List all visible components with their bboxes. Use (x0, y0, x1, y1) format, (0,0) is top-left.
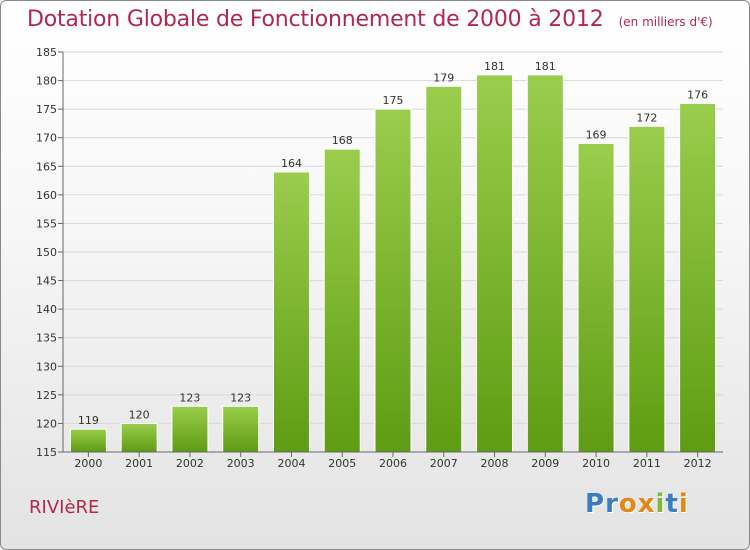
bar-value-label: 123 (179, 391, 200, 404)
x-tick-label: 2010 (582, 457, 610, 470)
y-tick-label: 180 (36, 75, 57, 88)
logo-letter: x (637, 489, 656, 519)
chart-title-text: Dotation Globale de Fonctionnement de 20… (27, 7, 604, 32)
y-tick-label: 165 (36, 160, 57, 173)
x-tick-label: 2003 (227, 457, 255, 470)
bar-value-label: 172 (636, 111, 657, 124)
bar (222, 405, 260, 453)
logo-letter: i (678, 489, 689, 519)
y-tick-label: 140 (36, 303, 57, 316)
x-tick-label: 2006 (379, 457, 407, 470)
x-axis: 2000 2001 2002 2003 2004 2005 2006 2007 2008 2009… (63, 451, 723, 470)
bar (628, 125, 666, 453)
bar (120, 422, 158, 453)
y-axis: 115 120 125 130 135 140 145 150 155 160 165 170 175 1… (36, 46, 64, 459)
bar-value-label: 169 (586, 128, 607, 141)
y-tick-label: 185 (36, 46, 57, 59)
y-tick-label: 170 (36, 132, 57, 145)
bar (323, 148, 361, 453)
x-tick-label: 2005 (328, 457, 356, 470)
bar (171, 405, 209, 453)
logo-letter: t (665, 489, 679, 519)
bar (577, 142, 615, 453)
bar-value-label: 123 (230, 391, 251, 404)
bar-value-label: 175 (383, 94, 404, 107)
bar-value-label: 181 (484, 60, 505, 73)
y-tick-label: 145 (36, 275, 57, 288)
bar-value-label: 168 (332, 134, 353, 147)
bar-value-label: 164 (281, 157, 302, 170)
bar-value-label: 119 (78, 414, 99, 427)
x-tick-label: 2000 (74, 457, 102, 470)
bar (425, 85, 463, 453)
x-tick-label: 2004 (277, 457, 305, 470)
bar (679, 102, 717, 453)
y-tick-label: 155 (36, 217, 57, 230)
logo-letter: i (655, 489, 666, 519)
bar (374, 108, 412, 453)
y-tick-label: 135 (36, 332, 57, 345)
y-tick-label: 150 (36, 246, 57, 259)
logo-letter: r (605, 489, 619, 519)
y-tick-label: 125 (36, 389, 57, 402)
bar-value-label: 181 (535, 60, 556, 73)
bar-value-label: 120 (129, 408, 150, 421)
x-tick-label: 2007 (430, 457, 458, 470)
y-tick-label: 160 (36, 189, 57, 202)
bar (526, 74, 564, 453)
logo-letter: o (618, 489, 638, 519)
y-tick-label: 175 (36, 103, 57, 116)
proxiti-logo[interactable]: Proxiti (585, 489, 689, 519)
bars: 119 120 123 123 164 168 175 179 181 181 169 172 176 (69, 60, 717, 453)
chart-title: Dotation Globale de Fonctionnement de 20… (27, 7, 713, 32)
bar (272, 171, 310, 453)
chart-unit: (en milliers d'€) (618, 15, 713, 29)
bar (476, 74, 514, 453)
y-tick-label: 120 (36, 417, 57, 430)
bar-value-label: 179 (433, 71, 454, 84)
x-tick-label: 2001 (125, 457, 153, 470)
y-tick-label: 115 (36, 446, 57, 459)
bar-value-label: 176 (687, 88, 708, 101)
x-tick-label: 2002 (176, 457, 204, 470)
y-tick-label: 130 (36, 360, 57, 373)
x-tick-label: 2011 (633, 457, 661, 470)
x-tick-label: 2012 (684, 457, 712, 470)
logo-letter: P (585, 489, 606, 519)
x-tick-label: 2008 (481, 457, 509, 470)
bar (69, 428, 107, 453)
x-tick-label: 2009 (531, 457, 559, 470)
commune-name: RIVIèRE (29, 497, 100, 518)
